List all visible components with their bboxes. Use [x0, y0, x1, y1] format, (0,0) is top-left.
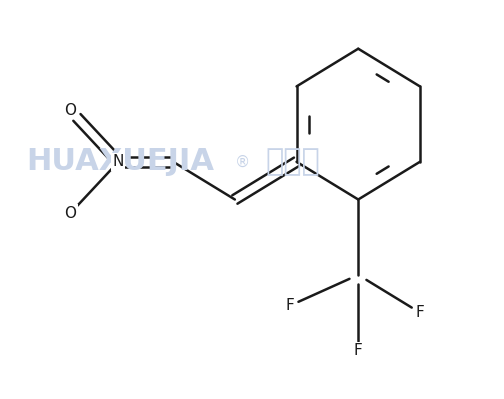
Text: 化学加: 化学加 — [266, 147, 321, 176]
Text: F: F — [415, 305, 424, 320]
Text: HUAXUEJIA: HUAXUEJIA — [26, 147, 214, 176]
Text: O: O — [65, 103, 77, 118]
Text: O: O — [65, 206, 77, 221]
Text: ®: ® — [235, 154, 250, 169]
Text: F: F — [285, 298, 294, 313]
Text: F: F — [354, 343, 362, 358]
Text: N: N — [113, 154, 124, 169]
